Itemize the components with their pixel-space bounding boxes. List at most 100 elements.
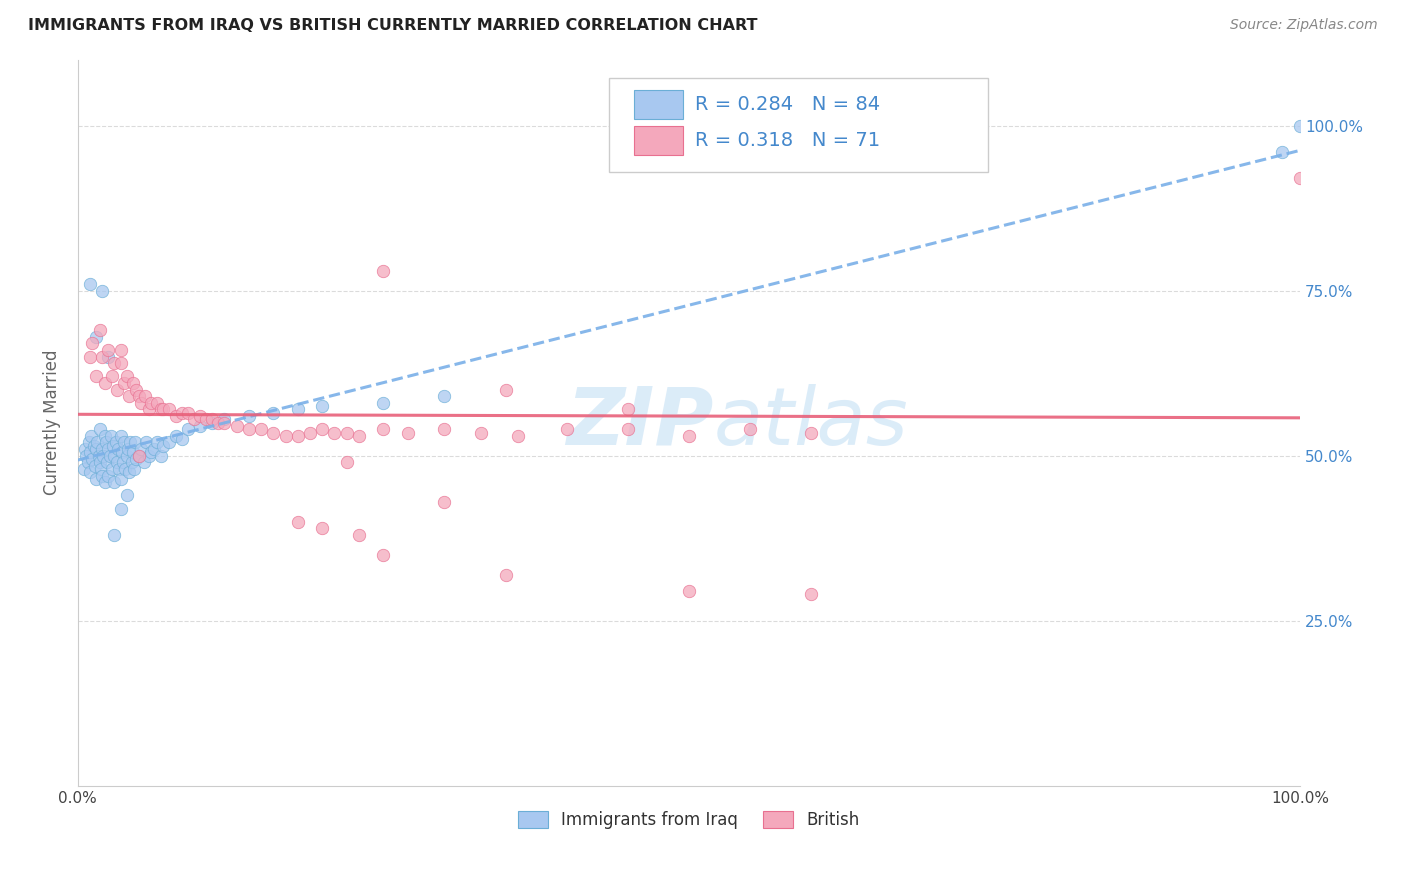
Point	[396, 425, 419, 440]
Point	[83, 458, 105, 473]
Point	[170, 432, 193, 446]
Point	[678, 584, 700, 599]
Point	[103, 528, 125, 542]
Point	[128, 449, 150, 463]
Point	[98, 449, 121, 463]
Point	[201, 416, 224, 430]
Point	[373, 264, 395, 278]
Point	[93, 376, 115, 390]
Point	[132, 455, 155, 469]
Point	[82, 336, 104, 351]
Point	[93, 475, 115, 489]
Point	[262, 425, 284, 440]
Point	[84, 369, 107, 384]
Point	[77, 435, 100, 450]
Point	[91, 468, 114, 483]
Point	[93, 429, 115, 443]
Text: IMMIGRANTS FROM IRAQ VS BRITISH CURRENTLY MARRIED CORRELATION CHART: IMMIGRANTS FROM IRAQ VS BRITISH CURRENTL…	[28, 18, 758, 33]
Point	[738, 422, 761, 436]
Point	[298, 425, 321, 440]
Point	[207, 416, 229, 430]
Point	[149, 449, 172, 463]
Point	[922, 152, 945, 166]
Point	[617, 422, 640, 436]
Point	[188, 419, 211, 434]
Point	[135, 435, 157, 450]
Point	[103, 356, 125, 370]
Point	[97, 468, 120, 483]
Point	[165, 429, 187, 443]
Point	[495, 383, 517, 397]
Point	[287, 515, 309, 529]
Point	[287, 402, 309, 417]
Point	[87, 449, 110, 463]
Point	[73, 462, 96, 476]
Point	[125, 383, 148, 397]
Point	[177, 406, 200, 420]
Point	[128, 449, 150, 463]
FancyBboxPatch shape	[634, 127, 683, 155]
Point	[107, 442, 129, 456]
Point	[139, 445, 162, 459]
Point	[110, 501, 132, 516]
Point	[347, 528, 370, 542]
Point	[112, 435, 135, 450]
Point	[105, 455, 128, 469]
Point	[139, 396, 162, 410]
Point	[103, 439, 125, 453]
Point	[115, 369, 138, 384]
Point	[287, 429, 309, 443]
Point	[86, 435, 108, 450]
Point	[89, 422, 111, 436]
Point	[101, 462, 124, 476]
Point	[1289, 119, 1312, 133]
Point	[177, 422, 200, 436]
Point	[1289, 171, 1312, 186]
Point	[138, 402, 160, 417]
Point	[79, 445, 101, 459]
Point	[75, 442, 97, 456]
Point	[152, 402, 174, 417]
Point	[250, 422, 273, 436]
Point	[373, 422, 395, 436]
Point	[110, 429, 132, 443]
Point	[274, 429, 297, 443]
Point	[311, 399, 333, 413]
Point	[91, 284, 114, 298]
Point	[97, 350, 120, 364]
Point	[84, 330, 107, 344]
Point	[101, 369, 124, 384]
Point	[128, 389, 150, 403]
Point	[311, 521, 333, 535]
Point	[183, 412, 205, 426]
Point	[225, 419, 247, 434]
Point	[138, 449, 160, 463]
Y-axis label: Currently Married: Currently Married	[44, 350, 60, 495]
Point	[470, 425, 492, 440]
Point	[121, 376, 143, 390]
Point	[96, 455, 118, 469]
Point	[80, 429, 103, 443]
Point	[89, 323, 111, 337]
Point	[104, 435, 127, 450]
Point	[93, 449, 115, 463]
Point	[617, 402, 640, 417]
Point	[170, 406, 193, 420]
Point	[159, 435, 181, 450]
Point	[84, 442, 107, 456]
Point	[800, 425, 823, 440]
Point	[79, 465, 101, 479]
Text: atlas: atlas	[713, 384, 908, 462]
Point	[149, 402, 172, 417]
Point	[1271, 145, 1294, 159]
Point	[118, 389, 141, 403]
Point	[336, 425, 359, 440]
Point	[373, 548, 395, 562]
Point	[678, 429, 700, 443]
Point	[103, 475, 125, 489]
Point	[336, 455, 359, 469]
Point	[195, 412, 218, 426]
Point	[76, 455, 98, 469]
Point	[91, 350, 114, 364]
Point	[152, 439, 174, 453]
